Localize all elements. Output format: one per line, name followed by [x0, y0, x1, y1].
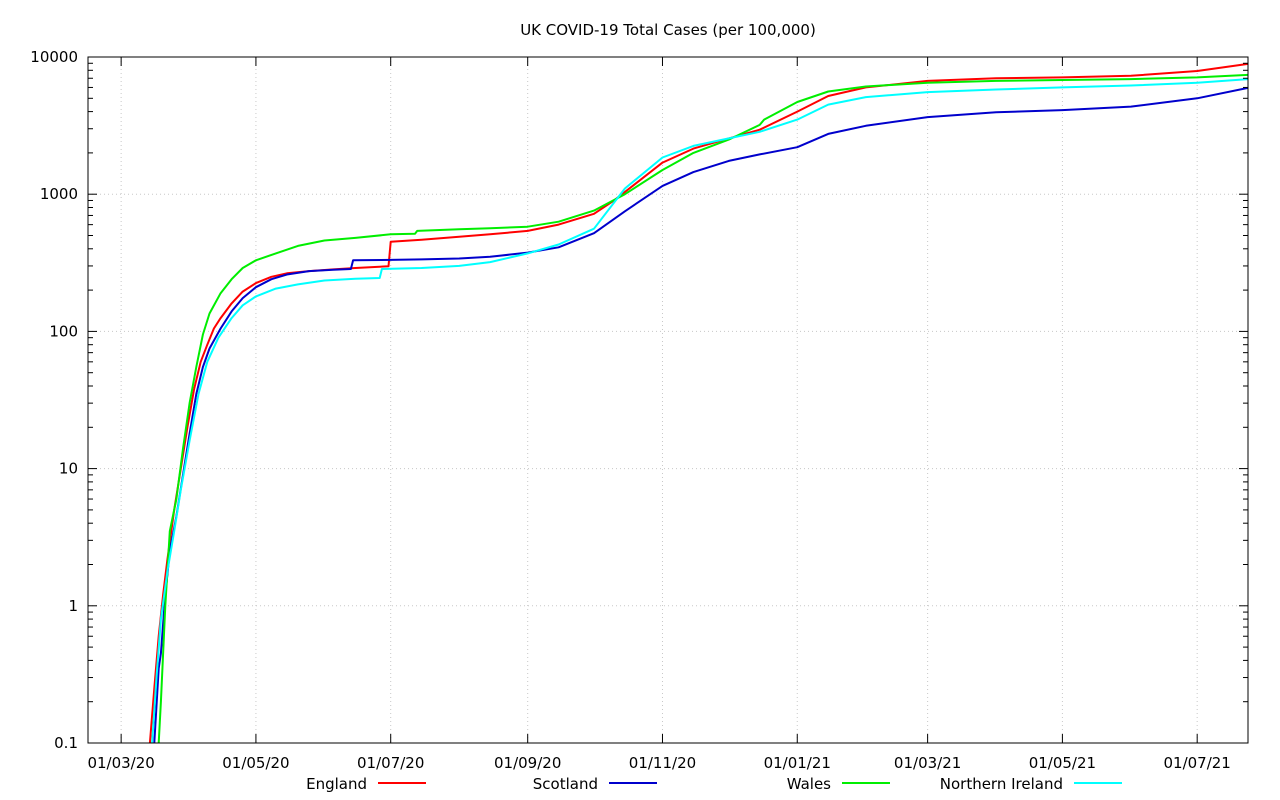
x-tick-label: 01/03/21 — [894, 754, 961, 772]
legend-label: Scotland — [533, 775, 598, 793]
x-tick-label: 01/11/20 — [629, 754, 696, 772]
legend-label: Northern Ireland — [940, 775, 1063, 793]
y-tick-label: 1 — [68, 597, 78, 615]
legend-label: Wales — [787, 775, 831, 793]
x-tick-label: 01/01/21 — [764, 754, 831, 772]
y-tick-label: 1000 — [40, 185, 78, 203]
y-tick-label: 10000 — [30, 48, 78, 66]
series-line-northern-ireland — [151, 78, 1249, 744]
legend-entry-england: England — [306, 775, 426, 793]
series-line-scotland — [153, 86, 1249, 744]
legend: England Scotland Wales Northern Ireland — [306, 775, 1122, 793]
x-tick-label: 01/09/20 — [494, 754, 561, 772]
chart-title: UK COVID-19 Total Cases (per 100,000) — [520, 21, 816, 39]
x-tick-label: 01/03/20 — [87, 754, 154, 772]
x-tick-label: 01/05/21 — [1029, 754, 1096, 772]
legend-entry-scotland: Scotland — [533, 775, 657, 793]
x-tick-labels: 01/03/20 01/05/20 01/07/20 01/09/20 01/11/20… — [87, 754, 1230, 772]
axis-ticks — [88, 56, 1248, 744]
series-line-wales — [157, 73, 1249, 744]
y-tick-labels: 0.1 1 10 100 1000 10000 — [30, 48, 78, 752]
x-tick-label: 01/05/20 — [222, 754, 289, 772]
x-tick-label: 01/07/21 — [1163, 754, 1230, 772]
legend-label: England — [306, 775, 367, 793]
plot-frame — [87, 56, 1249, 744]
legend-entry-northern-ireland: Northern Ireland — [940, 775, 1122, 793]
grid-lines — [88, 57, 1248, 743]
y-tick-label: 100 — [49, 322, 78, 340]
legend-entry-wales: Wales — [787, 775, 890, 793]
x-tick-label: 01/07/20 — [357, 754, 424, 772]
y-tick-label: 10 — [59, 460, 78, 478]
series-line-england — [148, 62, 1249, 744]
series-lines — [148, 62, 1249, 744]
y-tick-label: 0.1 — [54, 734, 78, 752]
